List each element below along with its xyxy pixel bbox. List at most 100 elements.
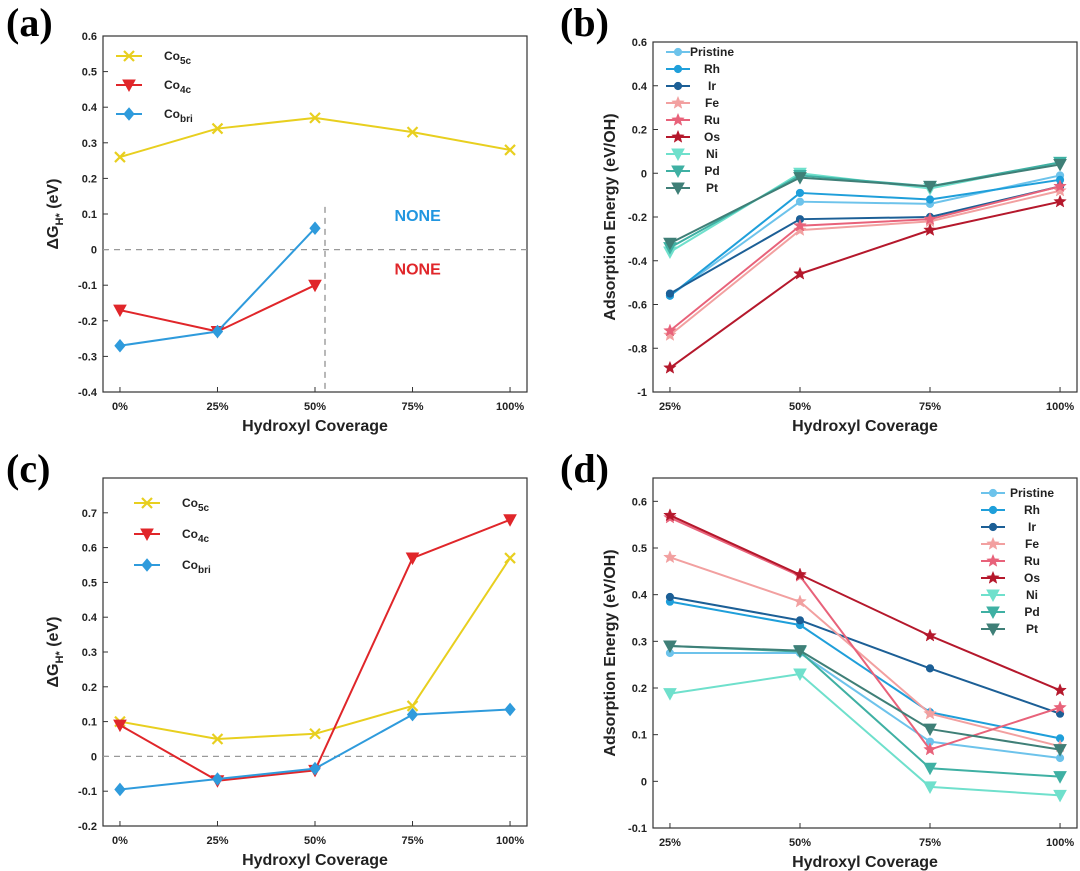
data-point-cobri [406, 707, 419, 722]
data-point-pt [923, 180, 937, 194]
y-tick-label: 0.3 [632, 636, 647, 648]
y-tick-label: 0.4 [632, 81, 648, 93]
legend-marker-co4c [140, 528, 154, 542]
data-point-pd [1053, 771, 1067, 784]
legend-label-co4c: Co4c [182, 527, 210, 545]
legend-label-pt: Pt [1026, 622, 1038, 636]
chart-d: -0.1 0 0.1 0.2 0.3 0.4 0.5 0.6 25% 50% 75% 100% Hydr… [602, 477, 1078, 871]
data-point-co4c [113, 304, 127, 318]
y-tick-label: 0.7 [82, 508, 97, 520]
data-point-co5c [406, 126, 419, 138]
data-point-os [923, 628, 937, 642]
x-tick-label: 75% [402, 835, 424, 847]
legend-marker-cobri [123, 107, 135, 121]
panel-label-b: (b) [560, 0, 609, 45]
x-tick-label: 75% [919, 401, 941, 413]
data-point-fe [1053, 183, 1067, 197]
series-line-ir [669, 596, 1061, 715]
chart-a: -0.4 -0.3 -0.2 -0.1 0 0.1 0.2 0.3 0.4 0.5 0.6 0% 25%… [45, 31, 528, 435]
x-tick-label: 50% [304, 401, 326, 413]
data-point-rh [925, 195, 935, 204]
x-axis-title: Hydroxyl Coverage [792, 418, 938, 435]
plot-frame-d [652, 477, 1078, 829]
y-tick-label: 0.5 [82, 67, 97, 79]
data-point-ni [793, 668, 807, 682]
y-tick-label: 0.1 [82, 717, 97, 729]
data-point-ru [923, 212, 937, 226]
data-point-pt [663, 640, 677, 654]
data-point-pt [1053, 744, 1067, 757]
data-point-co4c [113, 719, 127, 733]
legend-marker-co5c [123, 50, 135, 62]
data-point-rh [795, 188, 805, 198]
legend-label-fe: Fe [705, 96, 719, 110]
data-point-co5c [114, 151, 126, 163]
y-tick-label: 0.3 [82, 647, 97, 659]
legend-marker-ni [986, 589, 1000, 603]
data-point-co5c [504, 552, 516, 564]
data-point-os [793, 567, 807, 581]
data-point-co5c [211, 733, 224, 745]
legend-marker-co4c [122, 79, 136, 93]
y-tick-label: 0.6 [82, 31, 97, 43]
legend-marker-os [986, 570, 1000, 584]
legend-marker-pt [986, 623, 1000, 637]
legend-label-ru: Ru [704, 113, 720, 127]
data-point-pd [923, 762, 937, 776]
series-line-fe [669, 556, 1061, 748]
legend-marker-rh [673, 64, 683, 74]
series-line-rh [669, 600, 1061, 740]
x-tick-label: 25% [659, 401, 681, 413]
x-tick-label: 75% [402, 401, 424, 413]
y-axis-title: Adsorption Energy (eV/OH) [602, 549, 619, 756]
plot-frame-b [652, 41, 1078, 393]
y-tick-label: 0 [91, 245, 97, 257]
series-line-pristine [669, 652, 1061, 759]
data-point-os [663, 360, 677, 374]
legend-label-ru: Ru [1024, 554, 1040, 568]
series-line-cobri [119, 708, 511, 791]
y-tick-label: -0.1 [628, 823, 647, 835]
y-tick-label: 0.4 [82, 102, 98, 114]
series-line-co4c [119, 518, 511, 782]
x-tick-label: 75% [919, 837, 941, 849]
data-point-co5c [211, 122, 224, 135]
y-tick-label: -0.2 [78, 821, 97, 833]
x-tick-label: 100% [1046, 401, 1074, 413]
data-point-os [1053, 683, 1067, 697]
series-line-ru [669, 516, 1061, 751]
data-point-co4c [308, 279, 322, 293]
data-point-ru [1053, 179, 1067, 193]
data-point-ir [665, 592, 675, 602]
legend-marker-ru [671, 112, 685, 126]
chart-c: -0.2 -0.1 0 0.1 0.2 0.3 0.4 0.5 0.6 0.7 0% 25% 50% 75… [45, 477, 528, 869]
y-axis-title: ΔGH* (eV) [45, 617, 66, 688]
data-point-ir [665, 289, 675, 298]
y-axis-title: Adsorption Energy (eV/OH) [602, 113, 619, 320]
y-tick-label: 0.6 [632, 496, 647, 508]
data-point-os [1053, 194, 1067, 208]
y-tick-label: 0.2 [632, 125, 647, 137]
data-point-fe [923, 706, 937, 720]
data-point-pt [793, 172, 807, 185]
data-point-ni [923, 781, 937, 794]
y-tick-label: -0.2 [628, 212, 647, 224]
series-line-ru [669, 185, 1061, 332]
x-tick-label: 100% [1046, 837, 1074, 849]
legend-label-pristine: Pristine [1010, 486, 1054, 500]
y-tick-label: -0.6 [628, 300, 647, 312]
data-point-pt [793, 645, 807, 658]
y-tick-label: 0 [641, 776, 647, 788]
legend-marker-pd [986, 606, 1000, 620]
legend-marker-cobri [141, 558, 153, 572]
legend-marker-pristine [673, 47, 683, 57]
data-point-pt [1053, 159, 1067, 172]
y-tick-label: 0.4 [632, 590, 648, 602]
legend-marker-fe [986, 536, 1000, 550]
data-point-ru [923, 742, 937, 756]
legend-label-co4c: Co4c [164, 78, 192, 96]
data-point-os [793, 266, 807, 280]
data-point-ru [793, 218, 807, 232]
data-point-ru [663, 323, 677, 337]
x-axis-title: Hydroxyl Coverage [242, 852, 388, 869]
